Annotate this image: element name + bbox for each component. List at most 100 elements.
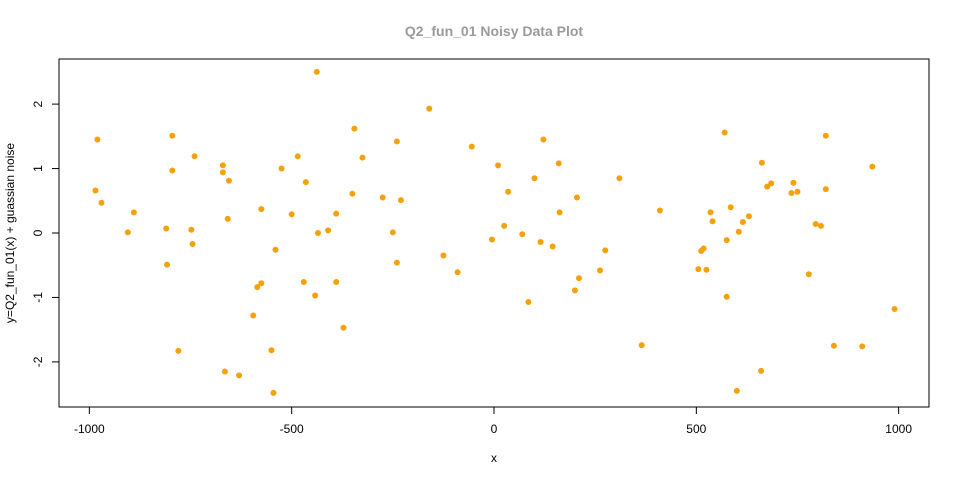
data-point	[333, 210, 340, 217]
data-point	[92, 187, 99, 194]
data-point	[219, 162, 226, 169]
data-point	[707, 209, 714, 216]
data-point	[278, 165, 285, 172]
data-point	[440, 252, 447, 259]
data-point	[805, 271, 812, 278]
data-point	[501, 222, 508, 229]
data-point	[556, 209, 563, 216]
y-tick-label: -1	[31, 292, 45, 303]
data-point	[349, 190, 356, 197]
data-point	[294, 153, 301, 160]
data-point	[219, 169, 226, 176]
chart-title: Q2_fun_01 Noisy Data Plot	[405, 23, 584, 39]
data-point	[616, 175, 623, 182]
data-point	[656, 207, 663, 214]
data-point	[571, 287, 578, 294]
y-tick-label: 1	[31, 165, 45, 172]
data-point	[790, 179, 797, 186]
data-point	[549, 243, 556, 250]
data-point	[314, 230, 321, 236]
data-point	[188, 226, 195, 233]
data-point	[723, 293, 730, 300]
y-axis: -2 -1 0 1 2	[31, 100, 59, 367]
data-point	[313, 68, 320, 75]
data-point	[488, 236, 495, 243]
data-point	[703, 266, 710, 273]
data-point	[250, 312, 257, 319]
data-point	[270, 389, 277, 396]
data-point	[302, 179, 309, 186]
data-point	[869, 163, 876, 170]
x-tick-label: 500	[686, 422, 706, 436]
plot-frame	[58, 58, 930, 408]
x-tick-label: -500	[280, 422, 304, 436]
data-point	[340, 324, 347, 331]
data-point	[597, 267, 604, 274]
data-point	[700, 245, 707, 252]
x-axis: -1000 -500 0 500 1000	[74, 407, 912, 436]
data-point	[268, 347, 275, 354]
data-point	[764, 183, 771, 190]
data-point	[379, 194, 386, 201]
data-point	[555, 160, 562, 167]
data-point	[94, 136, 101, 143]
data-point	[723, 237, 730, 244]
data-point	[531, 175, 538, 182]
data-point	[695, 266, 702, 273]
data-point	[830, 342, 837, 349]
data-point	[575, 275, 582, 282]
data-point	[602, 247, 609, 254]
data-point	[454, 269, 461, 276]
data-point	[258, 206, 265, 213]
data-point	[788, 190, 795, 197]
data-point	[98, 199, 105, 206]
data-point	[638, 342, 645, 349]
data-point	[768, 180, 775, 187]
data-point	[389, 229, 396, 236]
data-point	[426, 105, 433, 112]
data-point	[891, 306, 898, 313]
data-point	[221, 368, 228, 375]
data-point	[758, 367, 765, 374]
y-axis-label: y=Q2_fun_01(x) + guassian noise	[3, 143, 17, 323]
data-point	[189, 240, 196, 247]
data-point	[236, 372, 243, 379]
data-point	[733, 387, 740, 394]
data-point	[822, 132, 829, 139]
data-points	[92, 68, 898, 396]
data-point	[573, 194, 580, 201]
data-point	[822, 186, 829, 193]
data-point	[169, 132, 176, 139]
data-point	[468, 143, 475, 150]
data-point	[525, 298, 532, 305]
data-point	[727, 204, 734, 211]
data-point	[300, 278, 307, 285]
data-point	[169, 167, 176, 174]
data-point	[859, 343, 866, 350]
data-point	[812, 220, 819, 227]
y-tick-label: 2	[31, 100, 45, 107]
data-point	[288, 211, 295, 218]
data-point	[537, 239, 544, 246]
data-point	[758, 159, 765, 166]
data-point	[175, 347, 182, 354]
data-point	[225, 177, 232, 184]
data-point	[794, 188, 801, 195]
data-point	[739, 219, 746, 226]
x-tick-label: 0	[491, 422, 498, 436]
data-point	[735, 228, 742, 235]
data-point	[333, 278, 340, 285]
x-tick-label: -1000	[74, 422, 105, 436]
data-point	[745, 213, 752, 220]
x-axis-label: x	[491, 451, 497, 465]
data-point	[393, 138, 400, 145]
data-point	[709, 218, 716, 225]
data-point	[397, 197, 404, 204]
data-point	[258, 280, 265, 287]
data-point	[540, 136, 547, 143]
data-point	[519, 231, 526, 238]
data-point	[163, 225, 170, 232]
data-point	[191, 153, 198, 160]
data-point	[164, 261, 171, 268]
